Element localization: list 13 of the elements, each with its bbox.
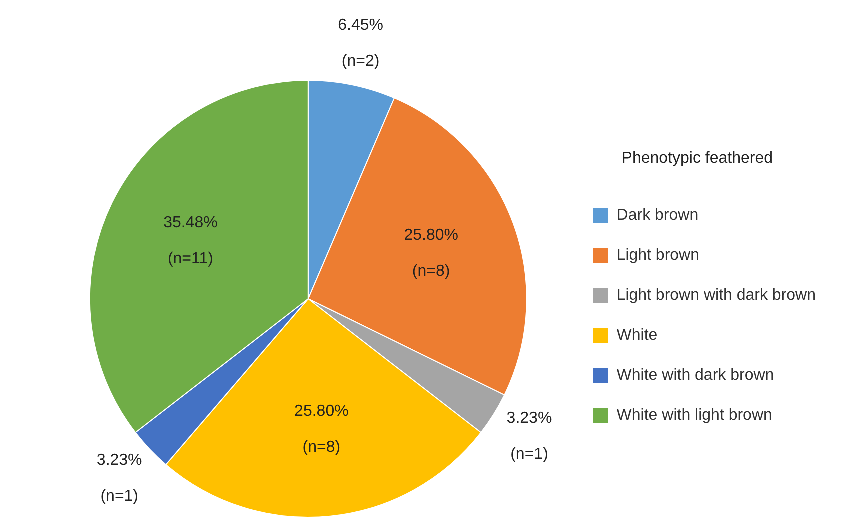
legend-label: Dark brown [616, 207, 699, 224]
data-label: 25.80% (n=8) [404, 226, 458, 280]
legend-label: White with dark brown [616, 367, 774, 384]
data-label: 25.80% (n=8) [294, 402, 349, 456]
legend-label: White [616, 327, 658, 344]
data-label: 3.23% (n=1) [506, 410, 552, 464]
legend-label: Light brown [616, 247, 700, 264]
data-label: 35.48% (n=11) [164, 214, 218, 268]
legend-title: Phenotypic feathered [622, 150, 774, 167]
legend-label: Light brown with dark brown [616, 287, 816, 304]
data-label: 3.23% (n=1) [96, 452, 142, 505]
legend-label: White with light brown [616, 407, 772, 424]
data-label: 6.45% (n=2) [338, 17, 384, 70]
